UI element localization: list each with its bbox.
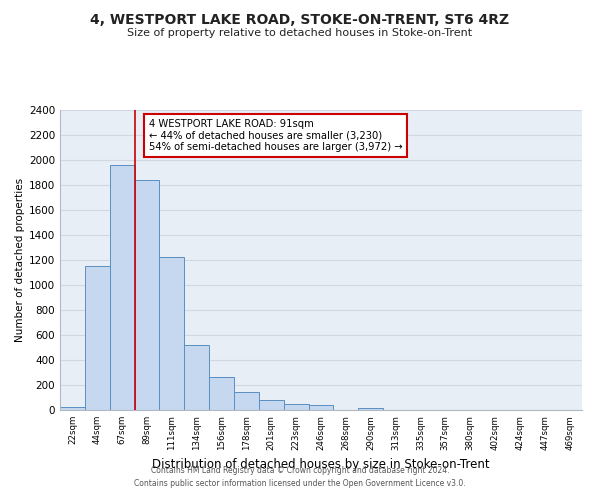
Text: 4 WESTPORT LAKE ROAD: 91sqm
← 44% of detached houses are smaller (3,230)
54% of : 4 WESTPORT LAKE ROAD: 91sqm ← 44% of det… [149,119,403,152]
Bar [259,400,284,410]
Bar [134,180,160,410]
Bar [209,377,234,410]
Bar [308,405,334,410]
Text: Contains HM Land Registry data © Crown copyright and database right 2024.
Contai: Contains HM Land Registry data © Crown c… [134,466,466,487]
Bar [234,392,259,410]
Bar [184,345,209,410]
Bar [85,266,110,410]
Y-axis label: Number of detached properties: Number of detached properties [15,178,25,342]
Text: Size of property relative to detached houses in Stoke-on-Trent: Size of property relative to detached ho… [127,28,473,38]
Bar [110,165,134,410]
Text: 4, WESTPORT LAKE ROAD, STOKE-ON-TRENT, ST6 4RZ: 4, WESTPORT LAKE ROAD, STOKE-ON-TRENT, S… [91,12,509,26]
Bar [160,257,184,410]
Bar [284,404,308,410]
X-axis label: Distribution of detached houses by size in Stoke-on-Trent: Distribution of detached houses by size … [152,458,490,471]
Bar [60,407,85,410]
Bar [358,408,383,410]
